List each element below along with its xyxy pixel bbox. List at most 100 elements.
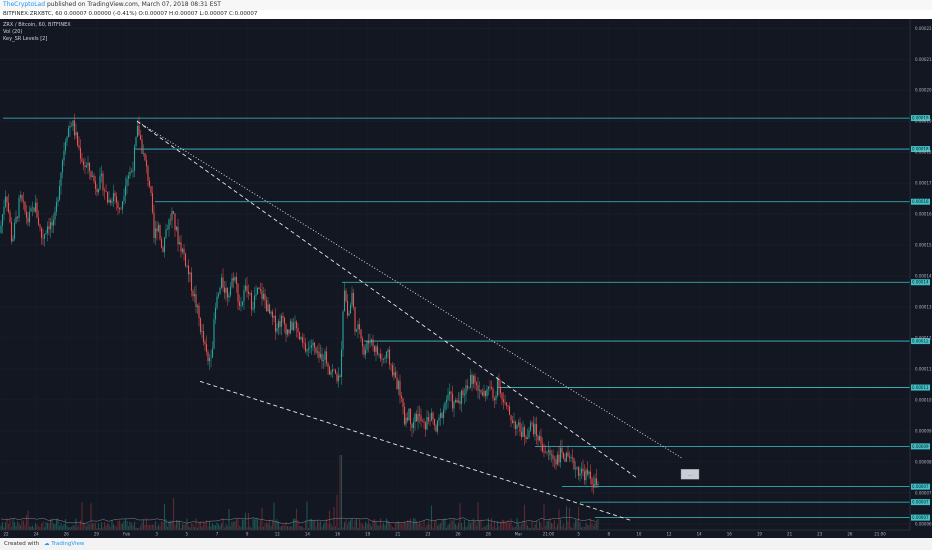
candle-body [594,478,596,488]
candle-body [436,420,439,432]
volume-bar [169,520,172,530]
x-tick-label: 21 [395,532,401,537]
tradingview-logo[interactable]: ☁ TradingView [44,541,84,547]
candle-body [361,338,364,347]
volume-bar [495,527,497,530]
volume-bar [139,525,142,530]
candle-body [10,222,13,242]
volume-bar [280,526,283,530]
candle-body [172,211,175,214]
x-tick-label: 28 [486,532,492,537]
volume-bar [109,526,112,530]
volume-bar [316,520,319,530]
candle-body [144,153,146,161]
chart-legend: ZRX / Bitcoin, 60, BITFINEX Vol (20) Key… [3,22,71,43]
candle-body [274,316,277,332]
volume-bar [34,523,37,530]
volume-bar [592,525,595,530]
candle-body [337,375,340,382]
candle-body [343,290,346,312]
candle-body [79,147,82,159]
sr-level-label: 0.00011 [912,385,929,390]
volume-bar [268,519,271,530]
volume-bar [445,527,448,530]
volume-bar [430,505,433,530]
volume-bar [409,518,412,530]
volume-bar [136,527,139,530]
y-tick-label: 0.00006 [915,521,932,526]
candle-body [432,412,434,420]
candle-body [388,349,391,365]
candle-body [154,228,157,239]
candle-body [384,357,386,359]
candle-body [316,351,319,353]
volume-bar [498,526,500,530]
candle-body [51,222,53,226]
candle-body [385,352,388,358]
candle-body [0,225,2,233]
candle-body [246,285,248,292]
candle-body [54,211,56,220]
volume-bar [91,523,94,530]
candle-body [187,265,190,275]
candle-body [562,452,565,459]
volume-bar [439,523,442,530]
volume-bar [159,526,161,530]
candle-body [336,373,338,382]
volume-bar [78,524,80,530]
volume-bar [196,527,199,530]
volume-bar [87,523,89,530]
candle-body [100,173,103,176]
candle-body [259,289,262,291]
candle-body [27,217,29,223]
sr-level-badge [911,514,930,521]
volume-bar [364,521,367,530]
candle-body [333,369,335,371]
volume-bar [511,526,514,530]
candle-body [597,483,599,485]
volume-bar [367,519,370,530]
candle-body [574,468,577,470]
candle-body [6,196,8,203]
candle-body [508,406,511,416]
candle-body [430,412,433,421]
x-tick-label: 21 [787,532,793,537]
volume-bar [112,524,115,530]
candle-body [220,277,223,288]
candle-body [61,160,64,173]
candle-body [312,342,314,346]
x-tick-label: 3 [155,532,158,537]
x-tick-label: 14 [305,532,311,537]
candle-body [126,178,128,186]
price-chart[interactable]: 0.000190.000180.000160.000140.000120.000… [0,19,932,538]
volume-bar [463,519,466,530]
volume-bar [460,522,463,530]
volume-bar [82,522,85,530]
candle-body [489,386,491,388]
candle-body [405,417,407,425]
candle-body [364,349,367,355]
volume-bar [69,526,71,530]
volume-bar [31,525,34,530]
volume-bar [576,519,578,530]
candle-body [207,351,209,362]
volume-bar [213,524,215,530]
volume-bar [27,510,29,530]
volume-bar [340,455,343,530]
x-tick-label: 21:00 [874,532,886,537]
candle-body [345,290,347,301]
candle-body [301,337,304,343]
candle-body [544,452,547,454]
candle-body [324,351,326,361]
sr-level-badge [911,499,930,506]
candle-body [420,415,422,422]
volume-bar [417,523,419,530]
volume-bar [408,520,410,530]
publisher-name[interactable]: TheCryptoLad [3,1,46,8]
volume-bar [388,522,391,530]
volume-bar [106,523,109,530]
candle-body [568,456,571,459]
candle-body [153,212,155,239]
candle-body [22,200,25,202]
volume-bar [223,527,226,530]
